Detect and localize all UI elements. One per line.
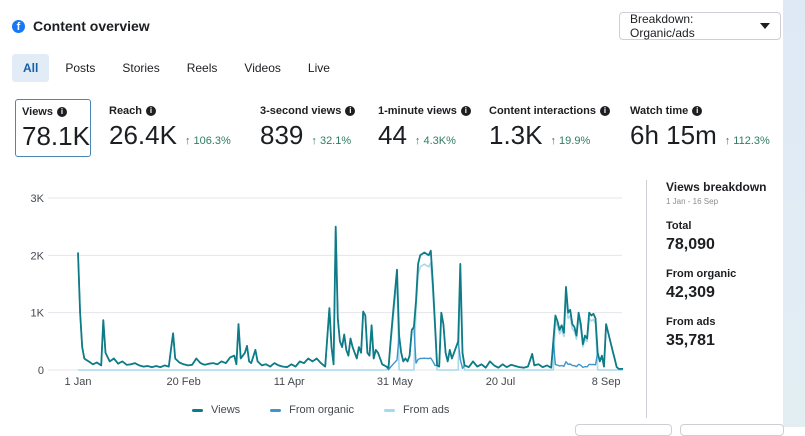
metric-1-minute-views[interactable]: 1-minute views i 44 ↑ 4.3K% <box>378 99 471 157</box>
metric-change: ↑ 4.3K% <box>414 135 456 147</box>
metric-label: Reach <box>109 105 143 117</box>
metric-change: ↑ 32.1% <box>311 135 352 147</box>
series-line-from-organic <box>77 226 623 371</box>
total-value: 78,090 <box>666 236 715 253</box>
legend-label: From ads <box>402 404 450 416</box>
x-tick-label: 20 Jul <box>486 376 515 388</box>
breakdown-date-range: 1 Jan - 16 Sep <box>666 197 719 206</box>
views-chart: 0 1K 2K 3K 1 Jan 20 Feb 11 Apr 31 May 20 Jul 8 Se… <box>0 180 640 420</box>
x-tick-label: 1 Jan <box>65 376 92 388</box>
metric-value: 44 <box>378 120 407 150</box>
x-tick-label: 31 May <box>377 376 414 388</box>
metric-label: 1-minute views <box>378 105 457 117</box>
metric-content-interactions[interactable]: Content interactions i 1.3K ↑ 19.9% <box>489 99 612 157</box>
organic-value: 42,309 <box>666 284 715 301</box>
series-line-views <box>77 225 623 370</box>
vertical-divider <box>646 180 647 418</box>
metric-value: 6h 15m <box>630 120 717 150</box>
legend-swatch-ads <box>383 408 395 412</box>
tab-videos[interactable]: Videos <box>244 61 281 75</box>
tab-all[interactable]: All <box>12 54 50 82</box>
info-icon[interactable]: i <box>57 107 67 117</box>
info-icon[interactable]: i <box>599 106 610 116</box>
footer-button-2[interactable] <box>680 424 784 436</box>
legend-label: Views <box>211 404 241 416</box>
organic-label: From organic <box>666 268 737 280</box>
info-icon[interactable]: i <box>146 106 157 116</box>
x-tick-label: 11 Apr <box>274 376 305 388</box>
info-icon[interactable]: i <box>692 106 703 116</box>
metric-label: 3-second views <box>260 105 342 117</box>
y-tick-label: 1K <box>31 308 45 320</box>
y-tick-label: 3K <box>31 193 45 205</box>
y-tick-label: 0 <box>38 365 44 377</box>
metric-views[interactable]: Views i 78.1K <box>15 99 91 157</box>
info-icon[interactable]: i <box>460 106 471 116</box>
side-panel-edge <box>783 0 805 427</box>
ads-label: From ads <box>666 316 716 328</box>
metric-change: ↑ 106.3% <box>184 135 231 147</box>
ads-value: 35,781 <box>666 332 715 349</box>
facebook-icon: f <box>12 19 25 33</box>
header: f Content overview <box>12 18 150 34</box>
legend-label: From organic <box>289 404 354 416</box>
metric-label: Content interactions <box>489 105 596 117</box>
tab-posts[interactable]: Posts <box>65 61 96 75</box>
metrics-row: Views i 78.1K Reach i 26.4K ↑ 106.3% 3-seco… <box>15 99 798 157</box>
metric-value: 1.3K <box>489 120 543 150</box>
metric-value: 26.4K <box>109 120 177 150</box>
legend-item-ads[interactable]: From ads <box>383 404 450 416</box>
tab-stories[interactable]: Stories <box>122 61 160 75</box>
page-title: Content overview <box>33 18 150 34</box>
content-tabs: All Posts Stories Reels Videos Live <box>12 54 346 82</box>
series-line-from-ads <box>78 261 623 371</box>
caret-down-icon <box>760 23 770 29</box>
tab-reels[interactable]: Reels <box>186 61 218 75</box>
legend-item-organic[interactable]: From organic <box>270 404 354 416</box>
breakdown-label: Breakdown: Organic/ads <box>630 12 695 40</box>
metric-change: ↑ 112.3% <box>724 135 770 147</box>
metric-label: Watch time <box>630 105 689 117</box>
legend-item-views[interactable]: Views <box>192 404 240 416</box>
views-breakdown-panel: Views breakdown 1 Jan - 16 Sep Total 78,… <box>666 180 766 350</box>
metric-change: ↑ 19.9% <box>550 135 591 147</box>
metric-label: Views <box>22 106 53 118</box>
metric-watch-time[interactable]: Watch time i 6h 15m ↑ 112.3% <box>630 99 780 157</box>
metric-3-second-views[interactable]: 3-second views i 839 ↑ 32.1% <box>260 99 360 157</box>
x-tick-label: 20 Feb <box>166 376 200 388</box>
metric-reach[interactable]: Reach i 26.4K ↑ 106.3% <box>109 99 242 157</box>
total-label: Total <box>666 220 692 232</box>
views-chart-svg: 0 1K 2K 3K 1 Jan 20 Feb 11 Apr 31 May 20 Jul 8 Se… <box>31 193 623 388</box>
tab-live[interactable]: Live <box>307 61 330 75</box>
footer-button-1[interactable] <box>575 424 672 436</box>
breakdown-dropdown[interactable]: Breakdown: Organic/ads <box>619 12 781 40</box>
info-icon[interactable]: i <box>345 106 356 116</box>
legend-swatch-views <box>192 408 203 412</box>
legend-swatch-organic <box>270 408 282 412</box>
y-tick-label: 2K <box>31 250 45 262</box>
metric-value: 78.1K <box>22 121 90 151</box>
breakdown-title: Views breakdown <box>666 180 767 194</box>
x-tick-label: 8 Sep <box>592 376 621 388</box>
chart-legend: Views From organic From ads <box>192 404 449 416</box>
metric-value: 839 <box>260 120 304 150</box>
